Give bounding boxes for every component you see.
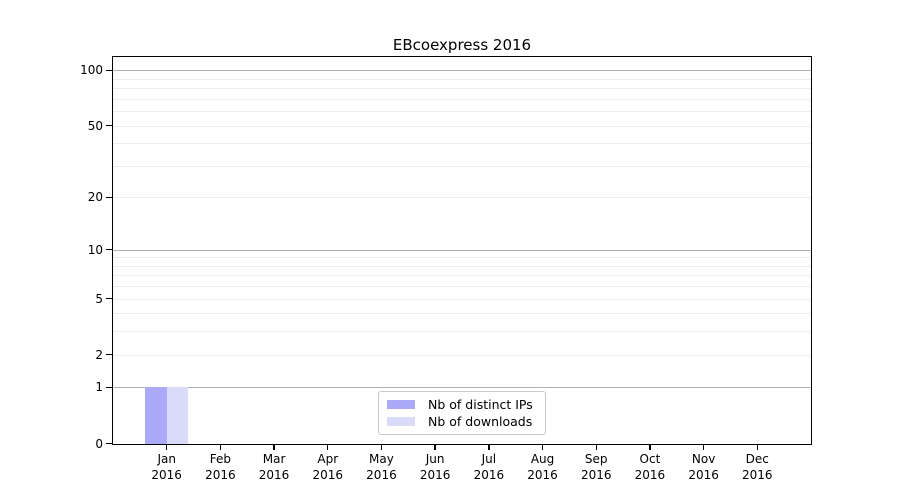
x-tick-label: Oct 2016	[622, 451, 678, 483]
x-tick-label: Mar 2016	[246, 451, 302, 483]
x-tick-year: 2016	[580, 468, 612, 482]
x-tick-month: Sep	[584, 452, 608, 466]
x-tick-month: Nov	[691, 452, 716, 466]
y-tick-label: 0	[95, 436, 103, 451]
gridline-major	[113, 249, 811, 251]
legend-swatch-distinct-ips	[387, 399, 415, 409]
x-tick	[380, 444, 383, 450]
gridline-minor	[113, 197, 811, 199]
x-tick-label: May 2016	[353, 451, 409, 483]
x-tick-year: 2016	[742, 468, 773, 482]
x-tick-year: 2016	[151, 468, 182, 482]
gridline-major	[113, 387, 811, 389]
x-tick-label: Feb 2016	[192, 451, 248, 483]
x-tick-month: Jul	[481, 452, 497, 466]
legend: Nb of distinct IPs Nb of downloads	[378, 391, 546, 435]
y-tick-label: 100	[80, 63, 103, 78]
x-tick-year: 2016	[527, 468, 558, 482]
x-tick-label: Jul 2016	[461, 451, 517, 483]
x-tick-month: Jan	[157, 452, 176, 466]
x-tick-label: Dec 2016	[729, 451, 785, 483]
x-tick-month: Aug	[530, 452, 555, 466]
x-tick-year: 2016	[688, 468, 719, 482]
x-tick-label: Nov 2016	[676, 451, 732, 483]
gridline-minor	[113, 125, 811, 127]
gridline-minor	[113, 354, 811, 356]
x-tick-month: Dec	[745, 452, 769, 466]
x-tick-year: 2016	[312, 468, 344, 482]
y-tick	[106, 353, 113, 356]
legend-item-distinct-ips: Nb of distinct IPs	[387, 397, 537, 412]
x-tick-month: Mar	[262, 452, 286, 466]
y-tick	[106, 386, 113, 389]
x-tick	[273, 444, 275, 450]
x-tick	[165, 444, 168, 450]
x-tick-label: Jun 2016	[407, 451, 463, 483]
x-tick-month: May	[369, 452, 394, 466]
y-tick-label: 20	[87, 190, 103, 205]
legend-item-downloads: Nb of downloads	[387, 414, 537, 429]
x-tick-month: Jun	[425, 452, 445, 466]
bar-downloads-jan	[166, 387, 188, 444]
gridline-major	[113, 70, 811, 72]
x-tick-label: Apr 2016	[300, 451, 356, 483]
gridline-minor	[113, 265, 811, 267]
legend-label-downloads: Nb of downloads	[428, 414, 533, 430]
gridline-minor	[113, 78, 811, 80]
y-tick	[106, 442, 113, 445]
x-tick-month: Oct	[639, 452, 661, 466]
chart-title: EBcoexpress 2016	[392, 36, 532, 54]
x-tick	[434, 444, 436, 450]
x-tick-label: Jan 2016	[139, 451, 195, 483]
y-tick	[106, 297, 113, 300]
x-tick	[649, 444, 651, 450]
x-tick-year: 2016	[419, 468, 451, 482]
x-tick	[541, 444, 544, 450]
y-tick	[106, 248, 113, 251]
x-tick-year: 2016	[473, 468, 505, 482]
gridline-minor	[113, 275, 811, 277]
x-tick-year: 2016	[205, 468, 236, 482]
y-tick	[106, 69, 113, 71]
gridline-minor	[113, 98, 811, 100]
bar-distinct-ips-jan	[144, 387, 167, 444]
legend-label-distinct-ips: Nb of distinct IPs	[428, 396, 533, 412]
gridline-minor	[113, 298, 811, 300]
gridline-minor	[113, 88, 811, 90]
x-tick-year: 2016	[366, 468, 397, 482]
x-tick-label: Sep 2016	[568, 451, 624, 483]
x-tick-month: Feb	[209, 452, 231, 466]
y-tick-label: 50	[87, 118, 103, 133]
y-tick	[106, 124, 113, 127]
x-tick-month: Apr	[317, 452, 339, 466]
y-tick-label: 2	[95, 347, 103, 362]
x-tick-year: 2016	[634, 468, 666, 482]
y-tick-label: 10	[87, 242, 103, 257]
y-tick-label: 5	[95, 291, 103, 306]
x-tick-label: Aug 2016	[515, 451, 571, 483]
y-tick	[106, 196, 113, 198]
gridline-minor	[113, 257, 811, 259]
plot-area	[113, 57, 811, 444]
x-tick	[756, 444, 758, 450]
x-tick	[702, 444, 705, 450]
x-tick	[219, 444, 222, 450]
x-tick	[327, 444, 329, 450]
gridline-minor	[113, 331, 811, 333]
gridline-minor	[113, 165, 811, 167]
x-tick	[488, 444, 490, 450]
gridline-minor	[113, 286, 811, 288]
gridline-minor	[113, 143, 811, 145]
legend-swatch-downloads	[387, 417, 415, 427]
y-tick-label: 1	[95, 380, 103, 395]
x-tick-year: 2016	[258, 468, 290, 482]
gridline-minor	[113, 111, 811, 113]
x-tick	[595, 444, 597, 450]
gridline-minor	[113, 313, 811, 315]
